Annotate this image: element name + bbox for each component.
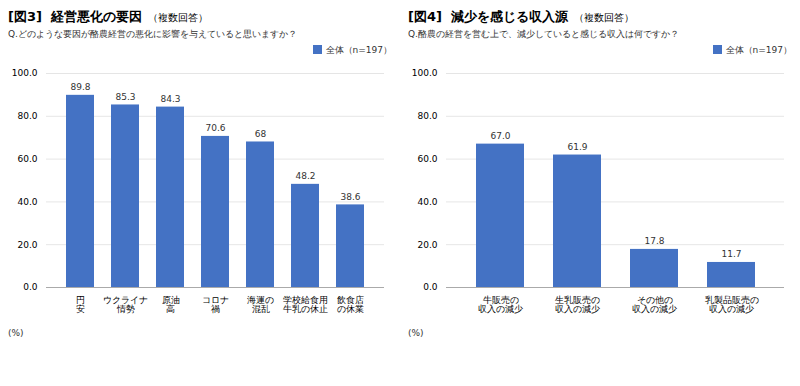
svg-text:89.8: 89.8 xyxy=(70,82,90,92)
svg-text:60.0: 60.0 xyxy=(417,154,437,164)
svg-text:100.0: 100.0 xyxy=(12,68,38,78)
svg-text:原油高: 原油高 xyxy=(162,295,180,314)
svg-text:0.0: 0.0 xyxy=(423,282,438,292)
svg-text:40.0: 40.0 xyxy=(417,197,437,207)
svg-text:乳製品販売の収入の減少: 乳製品販売の収入の減少 xyxy=(705,295,759,314)
html-text:Q.どのような要因が酪農経営の悪化に影響を与えていると思いま: Q.どのような要因が酪農経営の悪化に影響を与えていると思いますか？ xyxy=(8,29,297,39)
svg-text:コロナ禍: コロナ禍 xyxy=(202,295,229,314)
svg-text:61.9: 61.9 xyxy=(567,142,587,152)
svg-text:0.0: 0.0 xyxy=(23,282,38,292)
html-text:全体（n=197）: 全体（n=197） xyxy=(725,45,792,55)
svg-text:学校給食用牛乳の休止: 学校給食用牛乳の休止 xyxy=(283,295,328,314)
svg-text:円安: 円安 xyxy=(76,295,85,314)
svg-text:11.7: 11.7 xyxy=(721,249,741,259)
svg-text:80.0: 80.0 xyxy=(17,111,37,121)
svg-text:海運の混乱: 海運の混乱 xyxy=(247,295,274,314)
svg-text:飲食店の休業: 飲食店の休業 xyxy=(337,295,364,314)
svg-text:20.0: 20.0 xyxy=(417,240,437,250)
svg-text:ウクライナ情勢: ウクライナ情勢 xyxy=(103,295,148,314)
svg-text:牛販売の収入の減少: 牛販売の収入の減少 xyxy=(478,295,523,314)
svg-text:85.3: 85.3 xyxy=(115,92,135,102)
svg-text:17.8: 17.8 xyxy=(644,236,664,246)
svg-text:70.6: 70.6 xyxy=(205,123,225,133)
html-text:全体（n=197）: 全体（n=197） xyxy=(325,45,392,55)
svg-text:48.2: 48.2 xyxy=(295,171,315,181)
svg-text:100.0: 100.0 xyxy=(412,68,438,78)
svg-text:38.6: 38.6 xyxy=(340,192,360,202)
svg-text:68: 68 xyxy=(255,129,267,139)
svg-text:67.0: 67.0 xyxy=(490,131,510,141)
html-text:[図3] 経営悪化の要因（複数回答）: [図3] 経営悪化の要因（複数回答） xyxy=(8,9,209,24)
svg-text:80.0: 80.0 xyxy=(417,111,437,121)
svg-text:40.0: 40.0 xyxy=(17,197,37,207)
svg-text:60.0: 60.0 xyxy=(17,154,37,164)
svg-text:生乳販売の収入の減少: 生乳販売の収入の減少 xyxy=(555,295,600,314)
svg-text:その他の収入の減少: その他の収入の減少 xyxy=(632,295,677,314)
svg-text:20.0: 20.0 xyxy=(17,240,37,250)
svg-text:84.3: 84.3 xyxy=(160,94,180,104)
html-text:Q.酪農の経営を営む上で、減少していると感じる収入は何ですか: Q.酪農の経営を営む上で、減少していると感じる収入は何ですか？ xyxy=(408,29,679,39)
html-text:[図4] 減少を感じる収入源（複数回答）: [図4] 減少を感じる収入源（複数回答） xyxy=(408,9,635,24)
